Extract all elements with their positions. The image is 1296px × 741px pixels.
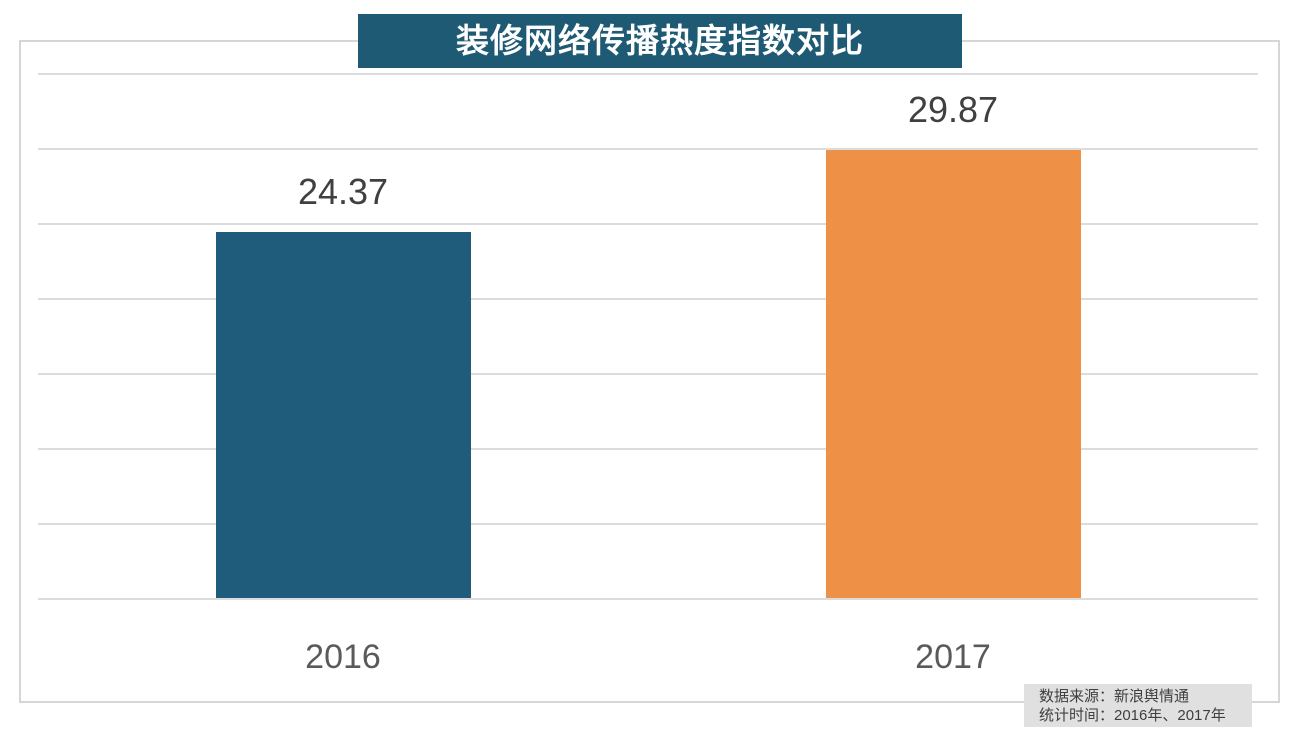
footnote-source: 数据来源：新浪舆情通: [1039, 688, 1190, 705]
gridline-y35: [38, 73, 1258, 75]
gridline-y15: [38, 373, 1258, 375]
category-label-2017: 2017: [915, 638, 991, 676]
gridline-y30: [38, 148, 1258, 150]
value-label-2016: 24.37: [297, 171, 389, 213]
value-label-2017: 29.87: [907, 88, 999, 130]
chart-frame: [19, 40, 1280, 703]
gridline-y20: [38, 298, 1258, 300]
bar-2016: [215, 232, 471, 598]
bar-2017: [825, 149, 1081, 598]
chart-title-banner: 装修网络传播热度指数对比: [358, 14, 962, 68]
gridline-y5: [38, 523, 1258, 525]
chart-title: 装修网络传播热度指数对比: [456, 22, 864, 59]
category-label-2016: 2016: [305, 638, 381, 676]
gridline-y25: [38, 223, 1258, 225]
x-axis-line: [38, 598, 1258, 600]
footnote-box: 数据来源：新浪舆情通 统计时间：2016年、2017年: [1024, 684, 1252, 727]
footnote-period: 统计时间：2016年、2017年: [1039, 707, 1226, 724]
gridline-y10: [38, 448, 1258, 450]
